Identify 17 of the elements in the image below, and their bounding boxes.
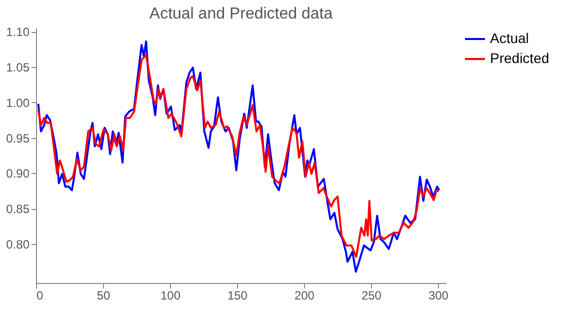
chart-title: Actual and Predicted data xyxy=(149,6,333,23)
x-tick-label: 200 xyxy=(294,288,315,302)
x-tick-label: 150 xyxy=(227,288,248,302)
x-tick-label: 300 xyxy=(428,288,449,302)
y-tick-label: 0.95 xyxy=(6,131,30,146)
y-tick-label: 1.10 xyxy=(6,25,30,40)
legend-label: Predicted xyxy=(490,50,550,66)
y-tick-label: 1.00 xyxy=(6,96,30,110)
x-tick-label: 50 xyxy=(96,288,110,302)
legend-label: Actual xyxy=(490,30,529,46)
y-tick-label: 0.85 xyxy=(6,202,30,216)
x-tick-label: 100 xyxy=(160,288,181,302)
x-tick-label: 0 xyxy=(36,288,44,302)
y-tick-label: 0.90 xyxy=(6,166,30,181)
y-tick-label: 1.05 xyxy=(6,60,30,74)
x-tick-label: 250 xyxy=(361,288,382,302)
y-tick-label: 0.80 xyxy=(6,238,30,252)
